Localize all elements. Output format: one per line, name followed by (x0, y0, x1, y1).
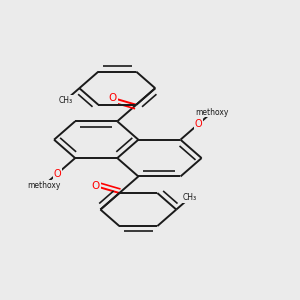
Text: O: O (195, 119, 202, 129)
Text: methoxy: methoxy (27, 181, 61, 190)
Text: O: O (53, 169, 61, 179)
Text: methoxy: methoxy (195, 108, 229, 117)
Text: CH₃: CH₃ (58, 96, 73, 105)
Text: O: O (92, 181, 100, 191)
Text: O: O (109, 93, 117, 103)
Text: CH₃: CH₃ (183, 193, 197, 202)
